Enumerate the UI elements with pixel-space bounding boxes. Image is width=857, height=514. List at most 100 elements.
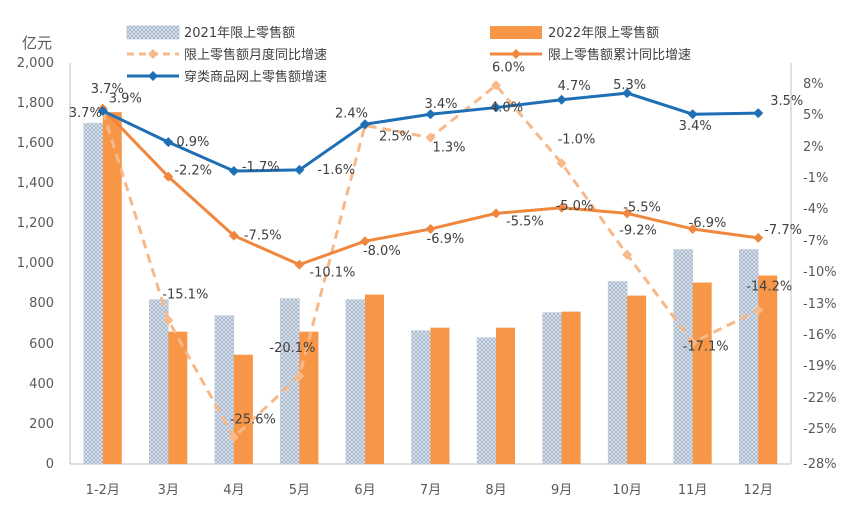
- data-label-monthly: -17.1%: [683, 340, 729, 355]
- legend-label-2021: 2021年限上零售额: [184, 25, 295, 41]
- y-right-tick: -25%: [803, 422, 837, 437]
- legend-label-monthly: 限上零售额月度同比增速: [184, 47, 327, 63]
- y-right-tick: -28%: [803, 457, 837, 472]
- legend-swatch-2022: [490, 26, 542, 39]
- data-labels: 3.7% -15.1% -25.6% -20.1% 2.4% 1.3% 6.0% -1.0% -…: [69, 60, 803, 427]
- y-left-tick: 200: [29, 417, 54, 432]
- line-monthly-marker: [491, 80, 502, 91]
- data-label-cumulative: -6.9%: [689, 216, 727, 231]
- data-label-online: -1.6%: [317, 163, 355, 178]
- y-left-tick: 2,000: [17, 56, 54, 71]
- x-tick-label: 8月: [485, 483, 506, 498]
- legend: 2021年限上零售额 2022年限上零售额 限上零售额月度同比增速 限上零售额累…: [126, 25, 691, 85]
- y-right-tick: 5%: [803, 108, 824, 123]
- data-label-online: 3.4%: [679, 119, 712, 134]
- legend-marker-cumulative: [511, 49, 521, 59]
- line-monthly-marker: [753, 305, 764, 316]
- legend-swatch-2021: [126, 25, 180, 40]
- line-online-marker: [294, 164, 305, 175]
- data-label-monthly: -14.2%: [746, 279, 792, 294]
- line-cumulative-marker: [359, 236, 370, 247]
- data-label-cumulative: 3.9%: [109, 92, 142, 107]
- y-left-tick: 400: [29, 377, 54, 392]
- line-online-marker: [163, 137, 174, 148]
- y-right-tick: 2%: [803, 140, 824, 155]
- line-monthly-marker: [425, 132, 436, 143]
- line-online-marker: [622, 88, 633, 99]
- bar-2021: [673, 249, 693, 465]
- bar-2022: [561, 311, 581, 464]
- y-right-tick: -19%: [803, 359, 837, 374]
- y-left-tick: 1,600: [17, 136, 54, 151]
- x-ticks: 1-2月 3月 4月 5月 6月 7月 8月 9月 10月 11月 12月: [86, 483, 773, 498]
- data-label-monthly: 1.3%: [433, 141, 466, 156]
- line-online-marker: [228, 166, 239, 177]
- bar-2021: [214, 315, 235, 465]
- bar-2022: [233, 354, 253, 464]
- line-online-marker: [687, 109, 698, 120]
- data-label-cumulative: -10.1%: [309, 266, 355, 281]
- line-online-marker: [425, 109, 436, 120]
- legend-marker-online: [148, 71, 158, 81]
- data-label-online: 2.5%: [379, 129, 412, 144]
- y-right-tick: -7%: [803, 234, 828, 249]
- bar-2021: [411, 330, 431, 465]
- y-right-tick: 8%: [803, 77, 824, 92]
- x-tick-label: 12月: [743, 483, 773, 498]
- y-right-tick: -10%: [803, 265, 837, 280]
- data-label-cumulative: -5.5%: [623, 200, 661, 215]
- bar-2021: [280, 298, 300, 465]
- line-monthly-marker: [622, 249, 633, 260]
- line-monthly-marker: [687, 337, 698, 348]
- data-label-online: 4.0%: [490, 101, 523, 116]
- x-tick-label: 9月: [551, 483, 572, 498]
- data-label-cumulative: -5.0%: [556, 199, 594, 214]
- legend-label-2022: 2022年限上零售额: [548, 25, 659, 41]
- data-label-monthly: 2.4%: [335, 106, 368, 121]
- bars-2021: [83, 122, 759, 465]
- line-cumulative-marker: [622, 208, 633, 219]
- line-online-marker: [753, 108, 764, 119]
- y-right-tick: -4%: [803, 202, 828, 217]
- y-right-tick: -22%: [803, 391, 837, 406]
- bar-2021: [476, 337, 497, 465]
- y-right-ticks: 8% 5% 2% -1% -4% -7% -10% -13% -16% -19%…: [803, 77, 837, 472]
- y-left-tick: 1,400: [17, 176, 54, 191]
- data-label-online: -1.7%: [242, 160, 280, 175]
- x-tick-label: 5月: [289, 483, 310, 498]
- x-tick-label: 10月: [612, 483, 642, 498]
- data-label-monthly: -15.1%: [162, 287, 208, 302]
- bar-2022: [430, 327, 450, 464]
- line-monthly-marker: [163, 315, 174, 326]
- data-label-monthly: 6.0%: [492, 60, 525, 75]
- bar-2022: [496, 327, 516, 464]
- line-online-marker: [97, 105, 108, 116]
- data-label-cumulative: -2.2%: [174, 164, 212, 179]
- data-label-online: 3.7%: [91, 82, 124, 97]
- legend-label-online: 穿类商品网上零售额增速: [184, 69, 327, 85]
- x-tick-label: 7月: [420, 483, 441, 498]
- data-label-online: 4.7%: [558, 79, 591, 94]
- data-label-cumulative: -5.5%: [506, 214, 544, 229]
- bar-2022: [102, 112, 122, 464]
- line-online-marker: [491, 102, 502, 113]
- y-right-tick: -16%: [803, 328, 837, 343]
- y-left-tick: 0: [46, 457, 54, 472]
- lines: [97, 80, 764, 443]
- y-left-tick: 1,800: [17, 96, 54, 111]
- data-label-monthly: -1.0%: [558, 132, 596, 147]
- data-label-monthly: -9.2%: [619, 224, 657, 239]
- data-label-cumulative: -6.9%: [427, 232, 465, 247]
- bar-2022: [299, 331, 319, 464]
- bar-2022: [364, 294, 384, 464]
- y-left-unit-label: 亿元: [22, 34, 52, 52]
- bars-2022: [102, 112, 778, 464]
- line-online-marker: [359, 119, 370, 130]
- x-tick-label: 3月: [158, 483, 179, 498]
- line-cumulative-marker: [687, 223, 698, 234]
- line-cumulative-marker: [556, 202, 567, 213]
- line-cumulative-marker: [491, 208, 502, 219]
- y-left-tick: 800: [29, 296, 54, 311]
- y-left-tick: 1,000: [17, 256, 54, 271]
